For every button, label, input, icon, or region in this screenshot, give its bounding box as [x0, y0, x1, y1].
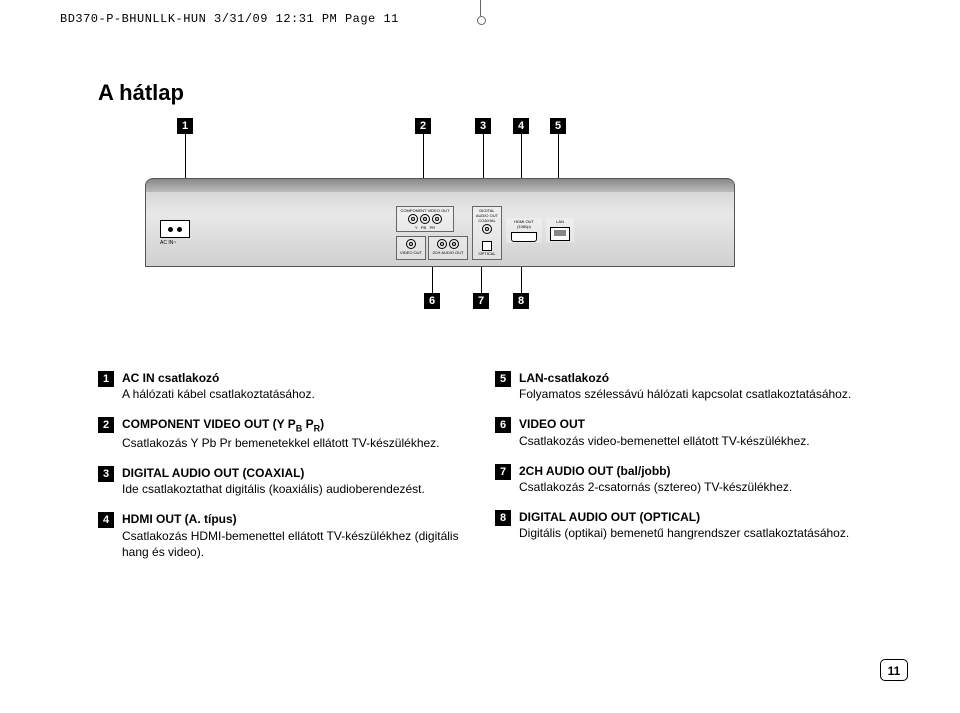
page-number: 11	[880, 659, 908, 681]
desc-item-5: 5 LAN-csatlakozóFolyamatos szélessávú hál…	[495, 370, 862, 402]
item-desc: Csatlakozás HDMI-bemenettel ellátott TV-…	[122, 528, 465, 560]
callout-2: 2	[415, 118, 431, 134]
callout-3: 3	[475, 118, 491, 134]
item-number: 7	[495, 464, 511, 480]
callout-4: 4	[513, 118, 529, 134]
callout-6: 6	[424, 293, 440, 309]
lan-group: LAN	[546, 218, 574, 242]
left-column: 1 AC IN csatlakozóA hálózati kábel csatla…	[98, 370, 465, 574]
print-header: BD370-P-BHUNLLK-HUN 3/31/09 12:31 PM Pag…	[60, 12, 399, 26]
desc-item-7: 7 2CH AUDIO OUT (bal/jobb)Csatlakozás 2-c…	[495, 463, 862, 495]
item-title: LAN-csatlakozó	[519, 370, 862, 386]
component-video-group: COMPONENT VIDEO OUT Y PB PR	[396, 206, 454, 232]
item-number: 6	[495, 417, 511, 433]
desc-item-3: 3 DIGITAL AUDIO OUT (COAXIAL)Ide csatlako…	[98, 465, 465, 497]
description-columns: 1 AC IN csatlakozóA hálózati kábel csatla…	[98, 370, 862, 574]
desc-item-8: 8 DIGITAL AUDIO OUT (OPTICAL)Digitális (o…	[495, 509, 862, 541]
page-title: A hátlap	[98, 80, 184, 106]
item-title: DIGITAL AUDIO OUT (OPTICAL)	[519, 509, 862, 525]
item-title: AC IN csatlakozó	[122, 370, 465, 386]
callout-1: 1	[177, 118, 193, 134]
callout-8: 8	[513, 293, 529, 309]
item-desc: Folyamatos szélessávú hálózati kapcsolat…	[519, 386, 862, 402]
desc-item-4: 4 HDMI OUT (A. típus)Csatlakozás HDMI-bem…	[98, 511, 465, 560]
item-desc: Csatlakozás video-bemenettel ellátott TV…	[519, 433, 862, 449]
video-out-group: VIDEO OUT	[396, 236, 426, 260]
item-title: DIGITAL AUDIO OUT (COAXIAL)	[122, 465, 465, 481]
item-title: VIDEO OUT	[519, 416, 862, 432]
digital-audio-group: DIGITAL AUDIO OUT COAXIAL OPTICAL	[472, 206, 502, 260]
item-desc: Ide csatlakoztathat digitális (koaxiális…	[122, 481, 465, 497]
ac-label: AC IN~	[160, 240, 176, 246]
2ch-audio-group: 2CH AUDIO OUT	[428, 236, 468, 260]
item-desc: Csatlakozás 2-csatornás (sztereo) TV-kés…	[519, 479, 862, 495]
desc-item-1: 1 AC IN csatlakozóA hálózati kábel csatla…	[98, 370, 465, 402]
desc-item-2: 2 COMPONENT VIDEO OUT (Y PB PR)Csatlakozá…	[98, 416, 465, 451]
item-number: 5	[495, 371, 511, 387]
item-number: 1	[98, 371, 114, 387]
item-title: 2CH AUDIO OUT (bal/jobb)	[519, 463, 862, 479]
device-diagram: 1 2 3 4 5 AC IN~ COMPONENT VIDEO OUT Y PB PR…	[145, 118, 735, 312]
crop-mark	[480, 0, 481, 16]
item-number: 3	[98, 466, 114, 482]
ac-in-port	[160, 220, 190, 238]
item-desc: Digitális (optikai) bemenetű hangrendsze…	[519, 525, 862, 541]
item-desc: A hálózati kábel csatlakoztatásához.	[122, 386, 465, 402]
item-number: 2	[98, 417, 114, 433]
item-number: 4	[98, 512, 114, 528]
callout-5: 5	[550, 118, 566, 134]
callout-7: 7	[473, 293, 489, 309]
item-desc: Csatlakozás Y Pb Pr bemenetekkel ellátot…	[122, 435, 465, 451]
item-title: COMPONENT VIDEO OUT (Y PB PR)	[122, 416, 465, 435]
item-number: 8	[495, 510, 511, 526]
desc-item-6: 6 VIDEO OUTCsatlakozás video-bemenettel e…	[495, 416, 862, 448]
right-column: 5 LAN-csatlakozóFolyamatos szélessávú hál…	[495, 370, 862, 574]
hdmi-group: HDMI OUT (1080p)	[506, 218, 542, 243]
item-title: HDMI OUT (A. típus)	[122, 511, 465, 527]
